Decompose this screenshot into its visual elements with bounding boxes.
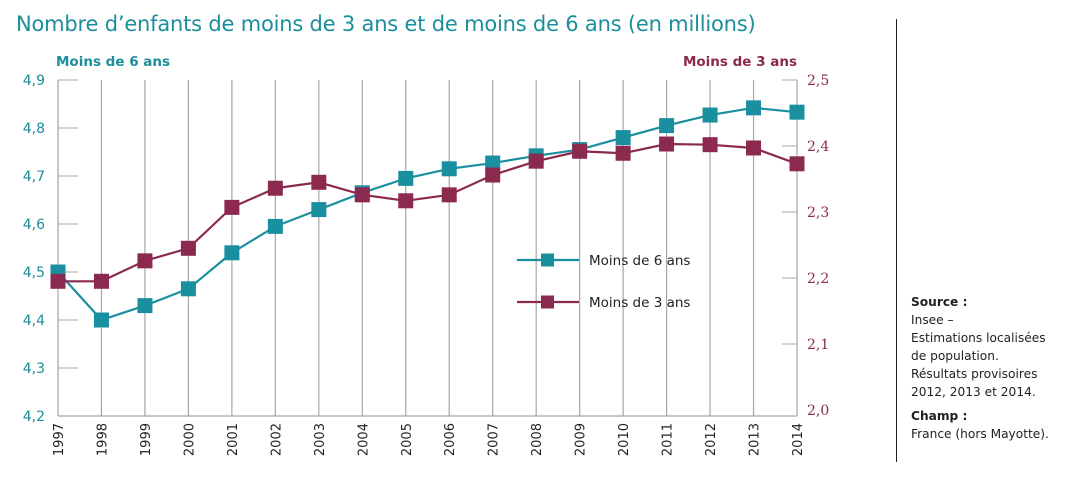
right-tick-label: 2,1 (807, 337, 829, 353)
x-tick-label: 2009 (574, 423, 589, 456)
data-point (311, 174, 327, 190)
data-point (528, 153, 544, 169)
data-point (267, 218, 283, 234)
source-line: Estimations localisées (911, 331, 1046, 345)
x-tick-label: 1998 (95, 423, 110, 456)
legend-label: Moins de 3 ans (589, 295, 690, 311)
x-tick-label: 2000 (182, 423, 197, 456)
right-tick-label: 2,4 (807, 139, 829, 155)
data-point (50, 273, 66, 289)
data-point (267, 180, 283, 196)
data-point (180, 281, 196, 297)
legend-marker (541, 253, 554, 267)
x-axis: 1997 1998 1999 2000 2001 2002 2003 2004 2005 2006… (52, 423, 806, 456)
data-point (93, 273, 109, 289)
champ-label: Champ : (911, 409, 968, 423)
left-tick-label: 4,5 (23, 265, 45, 281)
x-tick-label: 2012 (704, 423, 719, 456)
left-tick-label: 4,3 (23, 361, 45, 377)
x-tick-label: 2006 (443, 423, 458, 456)
left-tick-label: 4,8 (23, 121, 45, 137)
data-point (485, 167, 501, 183)
series-layer (50, 100, 805, 328)
data-point (789, 104, 805, 120)
data-point (398, 170, 414, 186)
left-tick-label: 4,2 (23, 409, 45, 425)
left-tick-label: 4,7 (23, 169, 45, 185)
x-tick-label: 2008 (530, 423, 545, 456)
x-tick-label: 2010 (617, 423, 632, 456)
legend-label: Moins de 6 ans (589, 253, 690, 269)
x-tick-label: 2013 (748, 423, 763, 456)
data-point (702, 107, 718, 123)
right-axis-title: Moins de 3 ans (682, 54, 797, 70)
legend: Moins de 6 ans Moins de 3 ans (517, 253, 690, 311)
left-tick-label: 4,6 (23, 217, 45, 233)
x-tick-label: 2014 (791, 423, 806, 456)
data-point (615, 130, 631, 146)
right-tick-label: 2,5 (807, 73, 829, 89)
x-tick-label: 1999 (139, 423, 154, 456)
data-point (441, 187, 457, 203)
data-point (398, 193, 414, 209)
notes-panel: Source : Insee – Estimations localisées … (911, 293, 1049, 443)
left-tick-label: 4,9 (23, 73, 45, 89)
right-tick-label: 2,2 (807, 271, 829, 287)
data-point (311, 202, 327, 218)
x-tick-label: 2007 (487, 423, 502, 456)
x-tick-label: 2011 (661, 423, 676, 456)
data-point (485, 155, 501, 171)
data-point (659, 118, 675, 134)
data-point (354, 187, 370, 203)
series-line (57, 106, 798, 322)
data-point (224, 245, 240, 261)
right-axis: 2,0 2,1 2,2 2,3 2,4 2,5 (782, 73, 829, 419)
source-line: Résultats provisoires (911, 367, 1038, 381)
data-point (702, 137, 718, 153)
x-tick-label: 2004 (356, 423, 371, 456)
source-line: 2012, 2013 et 2014. (911, 385, 1036, 399)
data-point (746, 140, 762, 156)
data-point (137, 298, 153, 314)
data-point (224, 199, 240, 215)
data-point (572, 143, 588, 159)
x-tick-label: 1997 (52, 423, 67, 456)
left-axis-title: Moins de 6 ans (56, 54, 171, 70)
divider (896, 19, 897, 462)
data-point (659, 136, 675, 152)
source-label: Source : (911, 295, 968, 309)
data-point (137, 253, 153, 269)
data-point (746, 100, 762, 116)
right-tick-label: 2,3 (807, 205, 829, 221)
chart-title: Nombre d’enfants de moins de 3 ans et de… (16, 12, 756, 36)
champ-line: France (hors Mayotte). (911, 427, 1049, 441)
data-point (789, 156, 805, 172)
source-line: de population. (911, 349, 999, 363)
data-point (615, 145, 631, 161)
right-tick-label: 2,0 (807, 403, 829, 419)
data-point (441, 161, 457, 177)
left-tick-label: 4,4 (23, 313, 45, 329)
source-line: Insee – (911, 313, 954, 327)
legend-marker (541, 295, 554, 309)
left-axis: 4,2 4,3 4,4 4,5 4,6 4,7 4,8 4,9 (23, 73, 78, 425)
data-point (180, 240, 196, 256)
x-tick-label: 2002 (269, 423, 284, 456)
data-point (93, 312, 109, 328)
x-tick-label: 2001 (226, 423, 241, 456)
x-tick-label: 2005 (400, 423, 415, 456)
x-tick-label: 2003 (313, 423, 328, 456)
gridlines (57, 80, 798, 417)
